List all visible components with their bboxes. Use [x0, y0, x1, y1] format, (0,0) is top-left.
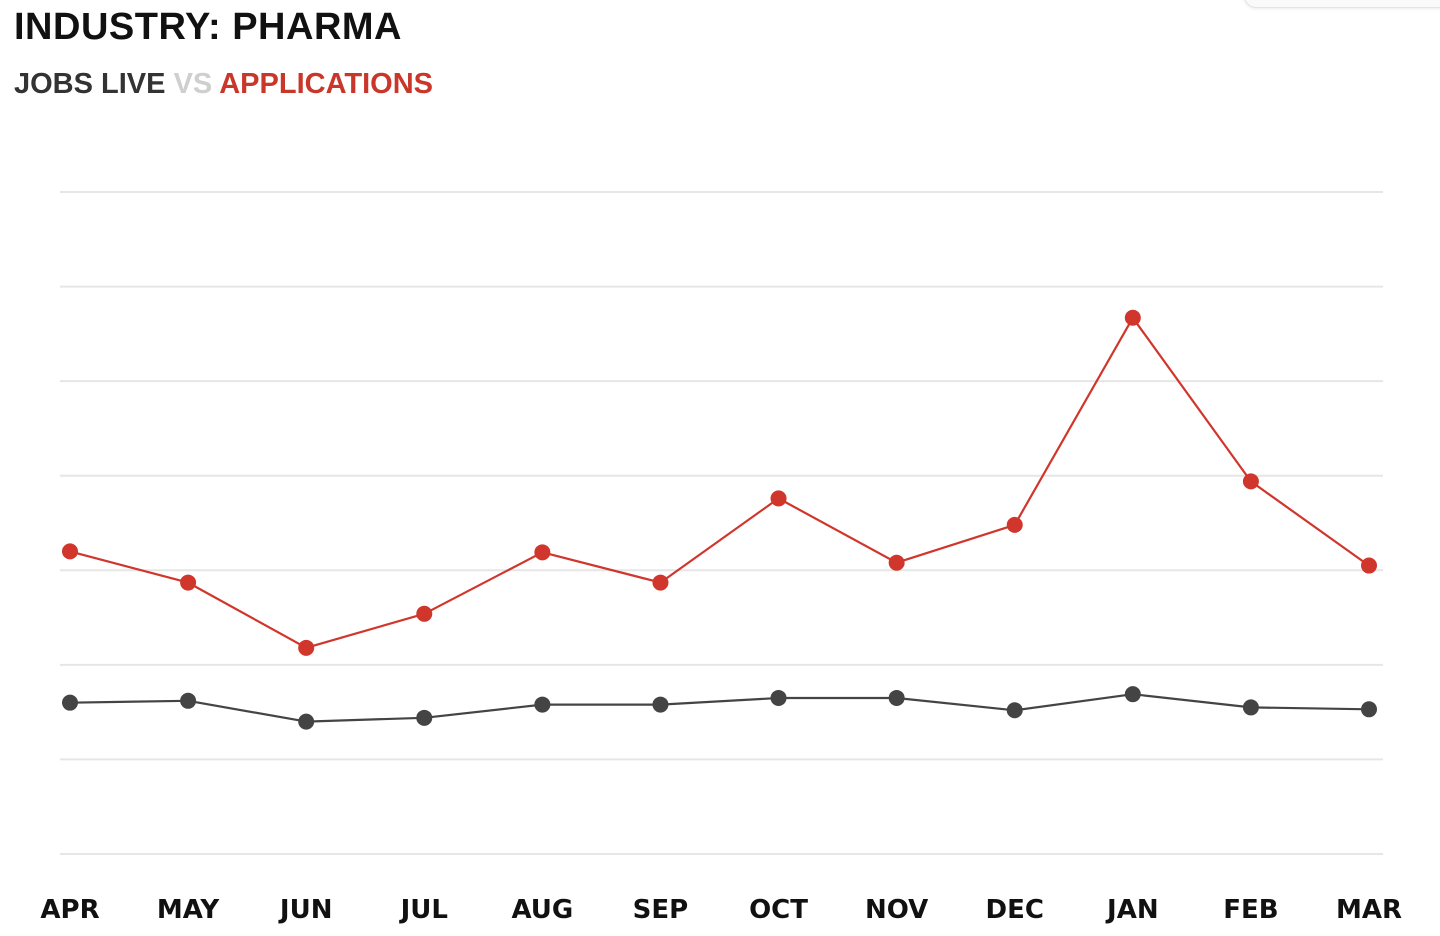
point-applications-may — [180, 574, 197, 591]
point-applications-feb — [1242, 473, 1259, 490]
point-jobs-live-oct — [770, 689, 787, 706]
point-jobs-live-dec — [1006, 702, 1023, 719]
point-applications-jul — [416, 605, 433, 622]
point-applications-oct — [770, 490, 787, 507]
point-applications-jan — [1124, 309, 1141, 326]
point-applications-sep — [652, 574, 669, 591]
x-axis: APR MAY JUN JUL AUG SEP OCT NOV DEC JAN FEB MAR — [40, 895, 1402, 925]
x-tick-label-jun: JUN — [278, 895, 333, 925]
point-jobs-live-jan — [1124, 686, 1141, 703]
point-jobs-live-apr — [62, 694, 78, 711]
point-jobs-live-nov — [888, 689, 905, 706]
x-tick-label-jul: JUL — [399, 895, 448, 925]
x-tick-label-mar: MAR — [1336, 895, 1402, 925]
point-applications-apr — [62, 543, 78, 560]
point-applications-nov — [888, 554, 905, 571]
x-tick-label-dec: DEC — [986, 895, 1044, 925]
x-tick-label-feb: FEB — [1223, 895, 1278, 925]
page-title: INDUSTRY: PHARMA — [14, 6, 402, 48]
chart-subtitle: JOBS LIVE VS APPLICATIONS — [14, 68, 433, 101]
point-applications-jun — [298, 639, 315, 656]
point-jobs-live-mar — [1361, 701, 1377, 718]
x-tick-label-jan: JAN — [1105, 895, 1159, 925]
subtitle-applications: APPLICATIONS — [219, 68, 433, 100]
point-applications-mar — [1361, 557, 1377, 574]
x-tick-label-oct: OCT — [749, 895, 808, 925]
point-applications-aug — [534, 544, 551, 561]
subtitle-vs: VS — [173, 68, 213, 100]
point-jobs-live-may — [180, 692, 197, 709]
subtitle-jobs-live: JOBS LIVE — [14, 68, 166, 100]
x-tick-label-aug: AUG — [511, 895, 573, 925]
series-line-jobs-live — [69, 693, 1370, 723]
x-tick-label-apr: APR — [40, 895, 99, 925]
series-layer — [62, 309, 1377, 730]
point-applications-dec — [1006, 516, 1023, 533]
point-jobs-live-feb — [1242, 699, 1259, 716]
series-line-applications — [69, 316, 1370, 649]
x-tick-label-nov: NOV — [865, 895, 928, 925]
x-tick-label-may: MAY — [157, 895, 221, 925]
point-jobs-live-jul — [416, 709, 433, 726]
gridlines — [60, 191, 1383, 855]
point-jobs-live-sep — [652, 696, 669, 713]
point-jobs-live-aug — [534, 696, 551, 713]
x-tick-label-sep: SEP — [633, 895, 689, 925]
point-jobs-live-jun — [298, 713, 315, 730]
